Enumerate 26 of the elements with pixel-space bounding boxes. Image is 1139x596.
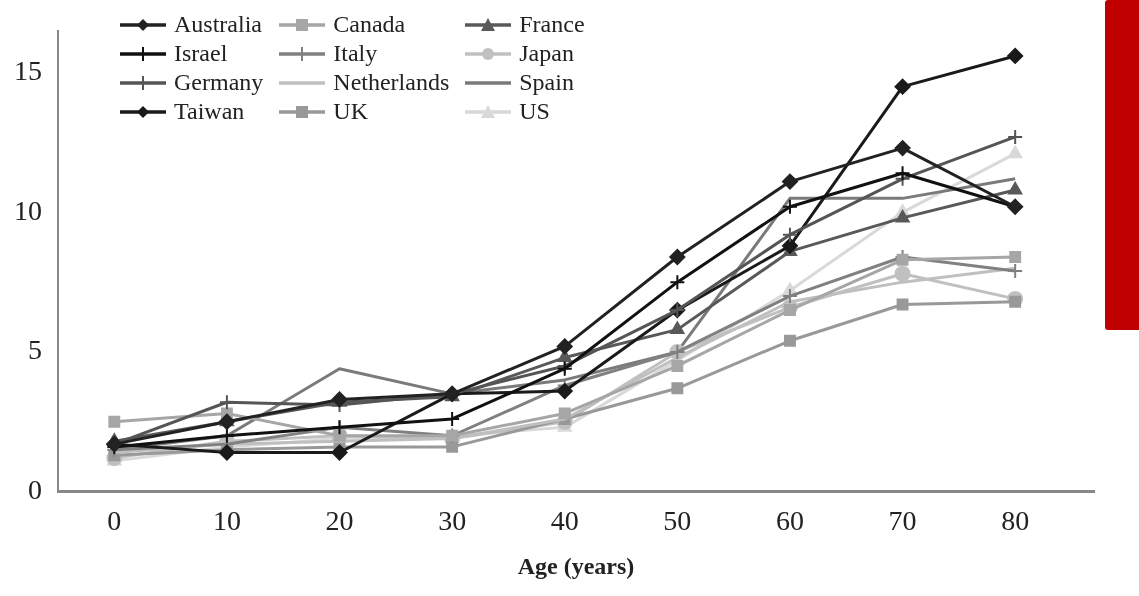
legend-label: Taiwan [174, 97, 245, 126]
y-tick-label: 5 [28, 334, 42, 366]
legend-label: Netherlands [333, 68, 450, 97]
legend-label: Germany [174, 68, 264, 97]
legend-label: Israel [174, 39, 228, 68]
y-tick-label: 15 [14, 55, 42, 87]
legend-label: Spain [519, 68, 574, 97]
x-tick-label: 80 [1001, 504, 1030, 536]
y-tick-label: 10 [14, 194, 42, 226]
legend-label: Australia [174, 10, 262, 39]
x-tick-label: 70 [888, 504, 917, 536]
x-tick-label: 30 [438, 504, 467, 536]
legend-label: Japan [519, 39, 574, 68]
legend-label: France [519, 10, 585, 39]
x-tick-label: 20 [325, 504, 354, 536]
legend-label: Canada [333, 10, 406, 39]
x-tick-label: 60 [775, 504, 804, 536]
y-tick-label: 0 [28, 473, 42, 505]
legend-label: Italy [333, 39, 378, 68]
x-tick-label: 10 [212, 504, 241, 536]
legend-label: US [519, 97, 550, 126]
x-axis-title: Age (years) [517, 552, 635, 579]
x-tick-label: 0 [107, 504, 122, 536]
x-tick-label: 40 [550, 504, 579, 536]
legend-label: UK [333, 97, 368, 126]
x-tick-label: 50 [663, 504, 692, 536]
